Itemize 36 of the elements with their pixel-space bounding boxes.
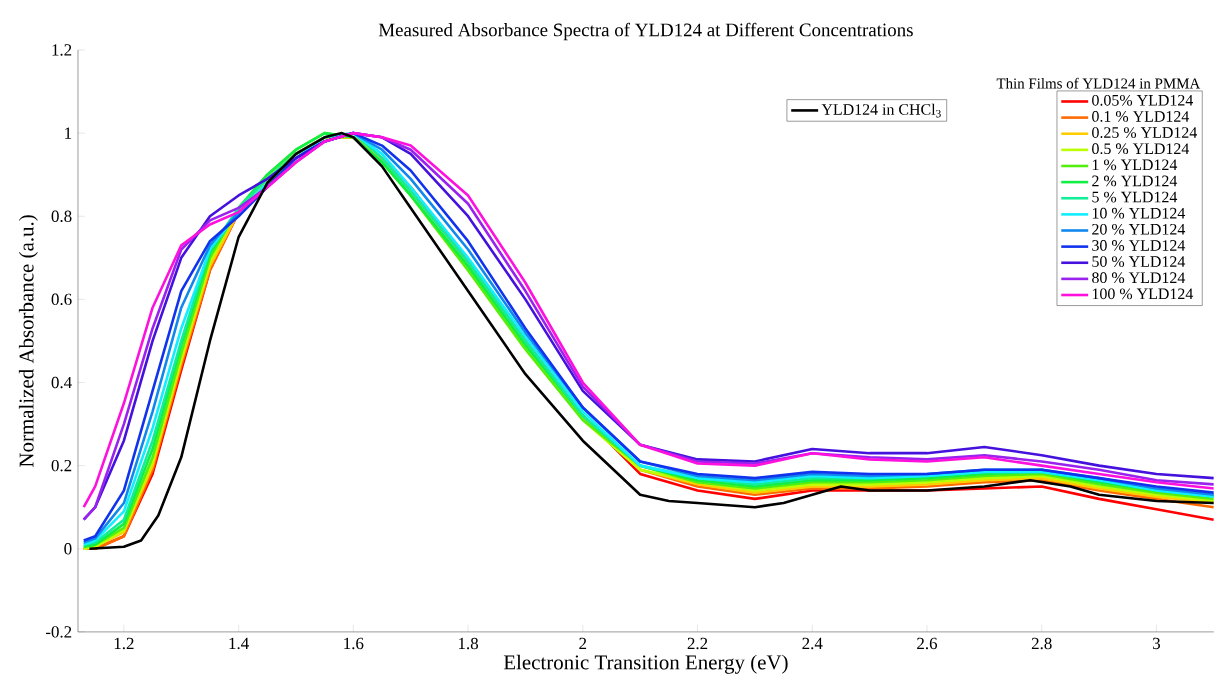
legend-title: Thin Films of YLD124 in PMMA <box>996 77 1201 89</box>
y-tick-label: 0.6 <box>51 293 72 306</box>
y-tick-label: 0.4 <box>51 376 72 389</box>
x-tick-label: 1.6 <box>344 637 364 650</box>
y-tick-label: 0.2 <box>51 459 72 472</box>
y-tick-label: 0.8 <box>51 210 72 223</box>
legend-label: 10 % YLD124 <box>1092 207 1186 219</box>
x-tick-label: 2 <box>579 637 587 649</box>
legend-label: 1 % YLD124 <box>1092 159 1178 171</box>
y-axis-title: Normalized Absorbance (a.u.) <box>18 215 38 467</box>
legend-label: 0.25 % YLD124 <box>1092 127 1198 139</box>
x-tick-label: 2.8 <box>1031 637 1052 650</box>
legend-label: 100 % YLD124 <box>1092 288 1194 300</box>
y-tick-label: -0.2 <box>45 626 72 638</box>
y-tick-label: 1 <box>65 127 72 139</box>
x-tick-label: 2.6 <box>917 637 938 650</box>
legend-label: 0.05% YLD124 <box>1092 94 1194 106</box>
y-tick-label: 0 <box>64 543 72 555</box>
chart-title: Measured Absorbance Spectra of YLD124 at Different Concentrations <box>378 22 913 41</box>
legend-label: 80 % YLD124 <box>1092 272 1186 284</box>
legend-label: 50 % YLD124 <box>1092 256 1186 268</box>
y-tick-label: 1.2 <box>52 44 72 56</box>
legend-label: 2 % YLD124 <box>1092 175 1178 187</box>
x-tick-label: 3 <box>1153 637 1161 650</box>
x-tick-label: 2.2 <box>687 637 708 650</box>
x-tick-label: 2.4 <box>802 637 823 650</box>
legend-label: 5 % YLD124 <box>1092 191 1178 203</box>
legend-label: 0.5 % YLD124 <box>1092 143 1190 155</box>
legend-label: 0.1 % YLD124 <box>1092 111 1190 122</box>
x-axis-title: Electronic Transition Energy (eV) <box>503 654 788 674</box>
x-tick-label: 1.4 <box>229 637 249 650</box>
x-tick-label: 1.8 <box>458 637 479 650</box>
legend-label: 30 % YLD124 <box>1092 240 1186 251</box>
x-tick-label: 1.2 <box>114 637 134 650</box>
legend-label: YLD124 in CHCl$_{3}$ <box>821 103 941 118</box>
legend-label: 20 % YLD124 <box>1092 223 1186 235</box>
